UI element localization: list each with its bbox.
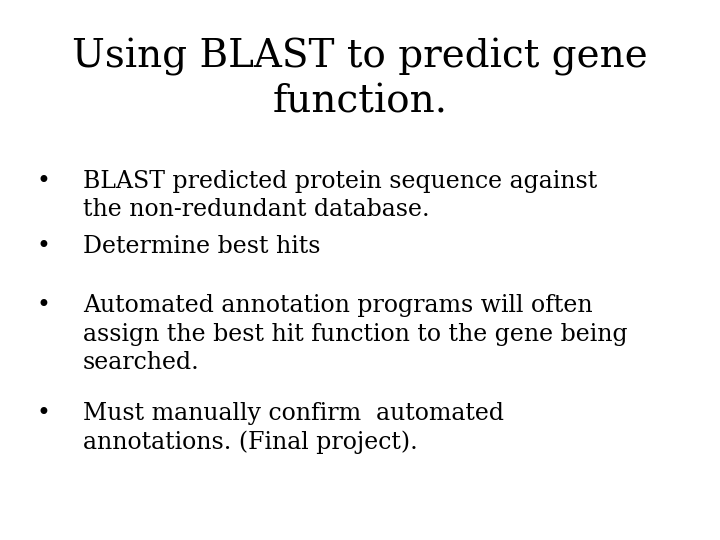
Text: •: • xyxy=(36,402,50,426)
Text: Automated annotation programs will often
assign the best hit function to the gen: Automated annotation programs will often… xyxy=(83,294,627,374)
Text: BLAST predicted protein sequence against
the non-redundant database.: BLAST predicted protein sequence against… xyxy=(83,170,597,221)
Text: Determine best hits: Determine best hits xyxy=(83,235,320,258)
Text: •: • xyxy=(36,235,50,258)
Text: Must manually confirm  automated
annotations. (Final project).: Must manually confirm automated annotati… xyxy=(83,402,504,454)
Text: Using BLAST to predict gene
function.: Using BLAST to predict gene function. xyxy=(72,38,648,120)
Text: •: • xyxy=(36,294,50,318)
Text: •: • xyxy=(36,170,50,193)
